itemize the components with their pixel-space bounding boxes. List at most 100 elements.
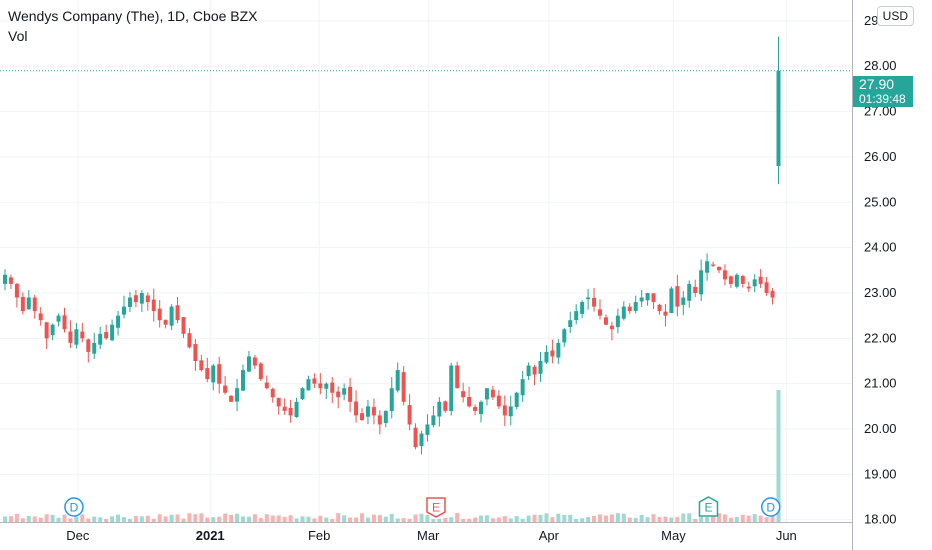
candle-body <box>603 317 608 325</box>
volume-bar <box>74 516 79 522</box>
volume-bar <box>645 517 650 522</box>
volume-bar <box>663 516 668 522</box>
candle-body <box>776 70 781 166</box>
volume-bar <box>80 514 85 522</box>
candle-body <box>348 386 353 402</box>
candle-body <box>38 313 43 321</box>
volume-bar <box>157 514 162 522</box>
candle-body <box>371 407 376 416</box>
candle-body <box>74 329 79 345</box>
volume-bar <box>479 515 483 522</box>
volume-label: Vol <box>8 28 28 44</box>
volume-bar <box>44 514 49 522</box>
volume-bar <box>431 518 436 522</box>
volume-bar <box>746 515 751 522</box>
candle-body <box>258 363 263 380</box>
volume-bar <box>609 514 614 522</box>
candle-body <box>62 315 67 330</box>
price-axis-label: 19.00 <box>864 466 897 481</box>
volume-bar <box>627 517 632 522</box>
candle-body <box>211 365 216 383</box>
candle-body <box>681 297 686 305</box>
candle-body <box>455 365 460 389</box>
volume-bar <box>437 518 442 522</box>
candle-body <box>431 415 436 426</box>
volume-bar <box>264 514 269 522</box>
candle-body <box>282 406 287 411</box>
candle-body <box>199 360 204 371</box>
candle-body <box>104 332 109 339</box>
volume-bar <box>151 518 156 522</box>
candle-body <box>734 274 739 287</box>
volume-bar <box>722 514 727 522</box>
volume-bar <box>127 518 132 522</box>
candle-body <box>187 333 192 348</box>
earnings-marker <box>698 496 719 517</box>
event-label: D <box>766 501 775 515</box>
candle-body <box>8 277 13 284</box>
volume-bar <box>461 518 466 522</box>
candle-body <box>502 405 507 416</box>
candle-body <box>633 302 638 311</box>
volume-bar <box>235 513 240 522</box>
candle-body <box>56 315 61 322</box>
volume-bar <box>639 514 644 522</box>
candle-body <box>562 329 567 343</box>
volume-bar <box>734 516 739 522</box>
volume-bar <box>556 513 561 522</box>
time-axis-label: Dec <box>66 528 90 543</box>
volume-bar <box>199 513 204 522</box>
volume-bar <box>365 517 370 522</box>
volume-bar <box>711 514 716 522</box>
volume-bar <box>354 517 359 522</box>
volume-bar <box>544 513 549 522</box>
candle-body <box>181 317 186 334</box>
time-axis-label: May <box>661 528 686 543</box>
volume-bar <box>508 518 513 522</box>
price-axis-label: 26.00 <box>864 149 897 164</box>
price-axis-label: 24.00 <box>864 240 897 255</box>
candle-body <box>342 388 347 395</box>
candle-body <box>651 293 656 303</box>
volume-bar <box>139 516 144 522</box>
volume-bar <box>699 517 704 522</box>
volume-bar <box>580 518 585 522</box>
candle-body <box>496 395 501 407</box>
candle-body <box>586 297 591 300</box>
volume-bar <box>621 513 626 522</box>
candle-body <box>92 342 97 354</box>
candle-body <box>336 391 341 398</box>
candle-body <box>728 276 733 284</box>
volume-bar <box>270 515 275 522</box>
volume-bar <box>360 513 364 522</box>
volume-bar <box>330 518 335 522</box>
volume-bar <box>133 516 138 522</box>
candle-body <box>758 276 763 284</box>
volume-bar <box>657 516 662 522</box>
candle-body <box>252 357 257 366</box>
volume-bar <box>217 516 222 522</box>
candle-body <box>395 370 400 391</box>
candle-body <box>389 388 394 412</box>
candle-body <box>580 302 585 314</box>
volume-bar <box>693 518 698 522</box>
candle-body <box>354 401 359 416</box>
volume-bar <box>205 517 210 522</box>
candle-body <box>98 333 103 345</box>
candle-body <box>532 366 537 375</box>
volume-bar <box>669 517 674 522</box>
currency-button[interactable]: USD <box>876 6 914 26</box>
candle-body <box>568 320 573 328</box>
event-label: E <box>432 501 440 515</box>
candle-body <box>615 315 620 328</box>
candle-body <box>235 388 240 402</box>
price-axis-label: 18.00 <box>864 512 897 527</box>
volume-bar <box>395 518 400 522</box>
volume-bar <box>443 517 448 522</box>
volume-bar <box>3 516 7 522</box>
candle-body <box>645 292 650 301</box>
candle-body <box>711 264 716 266</box>
volume-bar <box>342 515 347 522</box>
candle-body <box>574 311 579 321</box>
